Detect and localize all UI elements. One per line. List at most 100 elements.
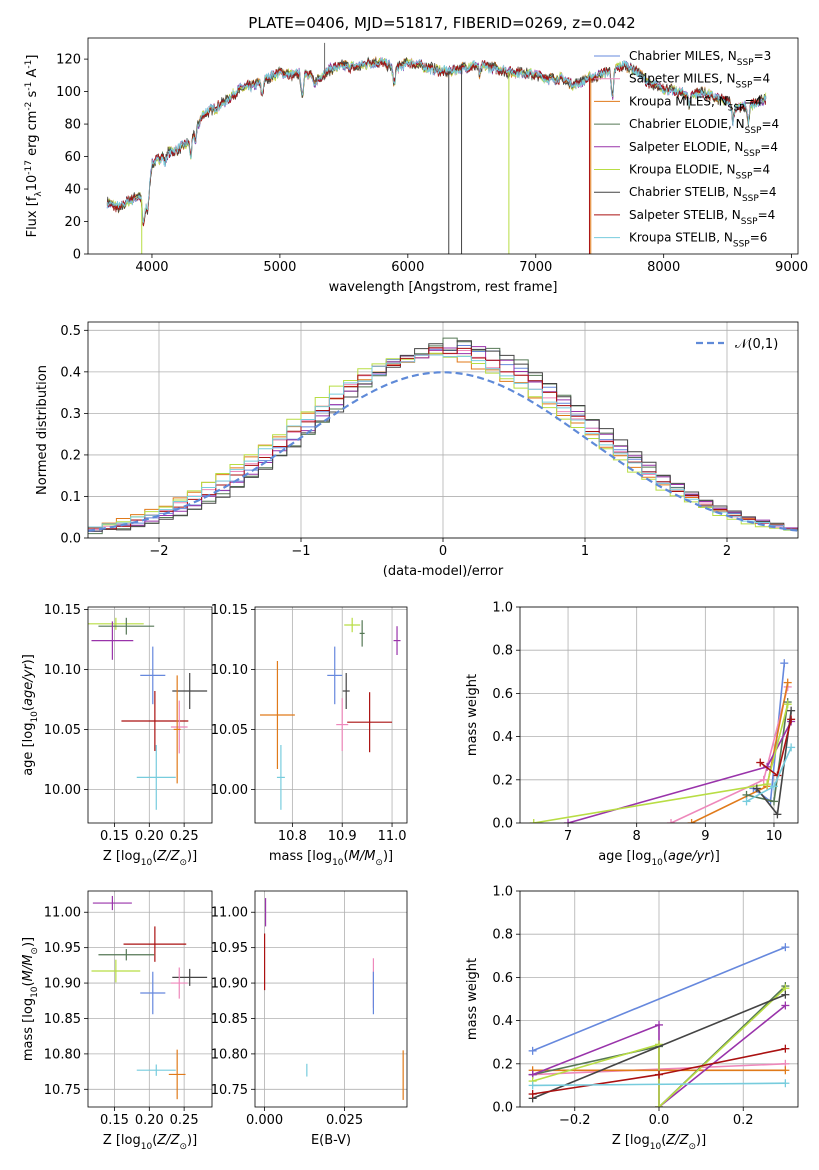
mass-weight-marker xyxy=(667,819,676,823)
mass-weight-marker xyxy=(787,715,796,724)
y-tick-label: 0.4 xyxy=(60,365,81,380)
mass-weight-marker xyxy=(769,797,778,806)
age_vs_mass-frame xyxy=(254,606,408,824)
y-tick-label: 0.5 xyxy=(60,324,81,339)
error-bar-point xyxy=(140,646,166,705)
mass-weight-marker xyxy=(781,943,790,952)
weight_vs_Z-frame xyxy=(519,890,799,1108)
mass_vs_Z-ylabel: mass [log10(M/M⊙)] xyxy=(21,937,40,1061)
residuals-plot-area xyxy=(88,337,798,535)
x-tick-label: 10.9 xyxy=(328,829,357,844)
histogram-step xyxy=(88,340,798,532)
age_vs_mass-axes: 10.8 10.9 11.0 10.00 10.05 10.10 10.15 mass [lo… xyxy=(211,603,407,868)
y-tick-label: 0.6 xyxy=(492,971,513,986)
y-tick-label: 10.15 xyxy=(44,603,81,618)
y-tick-label: 11.00 xyxy=(44,906,81,921)
mass-weight-marker xyxy=(528,1081,537,1090)
weight_vs_age-frame xyxy=(519,606,799,824)
x-tick-label: 9000 xyxy=(775,260,808,275)
mass-weight-marker xyxy=(763,780,772,789)
x-tick-label: 0.25 xyxy=(170,829,199,844)
y-tick-label: 100 xyxy=(56,85,81,100)
mass-weight-marker xyxy=(564,819,573,823)
residuals-axes: −2 −1 0 1 2 0.0 0.1 0.2 0.3 0.4 0.5 (data-model)/er… xyxy=(35,322,798,579)
error-bar-point xyxy=(393,626,401,655)
error-bar-point xyxy=(123,926,187,962)
x-tick-label: 0.15 xyxy=(100,829,129,844)
legend-label: Salpeter STELIB, NSSP=4 xyxy=(629,208,775,227)
weight_vs_Z-xlabel: Z [log10(Z/Z⊙)] xyxy=(612,1133,706,1152)
y-tick-label: 1.0 xyxy=(492,601,513,616)
chart-layer: 4000 5000 6000 7000 8000 9000020406080100120w… xyxy=(21,37,808,1152)
normal-curve xyxy=(88,371,798,532)
y-tick-label: 0.2 xyxy=(60,448,81,463)
y-tick-label: 0.4 xyxy=(492,730,513,745)
x-tick-label: 7 xyxy=(564,829,572,844)
x-tick-label: 2 xyxy=(723,544,731,559)
error-bar-point xyxy=(98,617,155,635)
y-tick-label: 11.00 xyxy=(211,906,248,921)
mass-weight-marker xyxy=(687,819,696,823)
mass-weight-line xyxy=(533,704,789,823)
x-tick-label: 9 xyxy=(701,829,709,844)
weight_vs_Z-plot-area xyxy=(528,943,790,1107)
age_vs_Z-frame xyxy=(87,606,213,824)
error-bar-point xyxy=(359,620,365,647)
mass-weight-line xyxy=(532,993,786,1100)
histogram-step xyxy=(88,337,798,535)
weight_vs_Z-axes: −0.2 0.0 0.2 0.0 0.2 0.4 0.6 0.8 1.0 Z [log10(Z/Z… xyxy=(465,885,798,1152)
weight_vs_age-xlabel: age [log10(age/yr)] xyxy=(598,849,720,868)
mass-weight-marker xyxy=(529,819,538,823)
y-tick-label: 0.3 xyxy=(60,407,81,422)
mass-weight-marker xyxy=(781,1044,790,1053)
mass-weight-marker xyxy=(781,1079,790,1088)
legend-label: Chabrier STELIB, NSSP=4 xyxy=(629,185,777,204)
residuals-ylabel: Normed distribution xyxy=(35,365,50,495)
y-tick-label: 80 xyxy=(64,118,81,133)
y-tick-label: 10.85 xyxy=(44,1012,81,1027)
mass-weight-marker xyxy=(787,743,796,752)
error-bar-point xyxy=(259,661,295,769)
y-tick-label: 0.2 xyxy=(492,1057,513,1072)
y-tick-label: 10.05 xyxy=(211,723,248,738)
mass_vs_Z-frame xyxy=(87,890,213,1108)
legend-label: Chabrier MILES, NSSP=3 xyxy=(629,49,771,68)
mass_vs_EBV-axes: 0.000 0.025 10.75 10.80 10.85 10.90 10.95 11.00… xyxy=(211,891,407,1148)
error-bar-point xyxy=(276,745,285,810)
mass-weight-marker xyxy=(752,784,761,793)
weight_vs_age-axes: 7 8 9 10 0.0 0.2 0.4 0.6 0.8 1.0 age [log10(age/yr… xyxy=(465,601,798,868)
y-tick-label: 0.0 xyxy=(60,532,81,547)
mass-weight-marker xyxy=(756,758,765,767)
spectrum-series-line xyxy=(106,57,767,224)
x-tick-label: 0.2 xyxy=(733,1113,754,1128)
legend-label: 𝒩(0,1) xyxy=(735,337,778,352)
error-bar-point xyxy=(173,675,181,784)
y-tick-label: 0.0 xyxy=(492,817,513,832)
x-tick-label: 10 xyxy=(766,829,783,844)
x-tick-label: 0.25 xyxy=(170,1113,199,1128)
y-tick-label: 1.0 xyxy=(492,885,513,900)
x-tick-label: 7000 xyxy=(519,260,552,275)
age_vs_Z-ylabel: age [log10(age/yr)] xyxy=(21,654,40,776)
error-bar-point xyxy=(91,621,134,660)
age_vs_Z-plot-area xyxy=(88,617,208,810)
y-tick-label: 40 xyxy=(64,183,81,198)
age_vs_mass-plot-area xyxy=(259,617,401,810)
spectrum-axes: 4000 5000 6000 7000 8000 9000 0 20 40 60 80 100 120 w… xyxy=(24,53,808,295)
legend-label: Salpeter MILES, NSSP=4 xyxy=(629,72,770,91)
x-tick-label: 10.8 xyxy=(278,829,307,844)
y-tick-label: 10.85 xyxy=(211,1012,248,1027)
spectrum-xlabel: wavelength [Angstrom, rest frame] xyxy=(329,280,558,295)
mass-weight-marker xyxy=(783,700,792,709)
y-tick-label: 0.6 xyxy=(492,687,513,702)
y-tick-label: 10.75 xyxy=(44,1083,81,1098)
error-bar-point xyxy=(88,617,144,630)
error-bar-point xyxy=(170,967,188,999)
error-bar-point xyxy=(121,691,189,751)
age_vs_Z-axes: 0.15 0.20 0.25 10.00 10.05 10.10 10.15 Z [log10… xyxy=(21,603,212,868)
y-tick-label: 10.10 xyxy=(211,663,248,678)
y-tick-label: 0.1 xyxy=(60,490,81,505)
mass-weight-marker xyxy=(759,775,768,784)
error-bar-point xyxy=(140,971,166,1015)
